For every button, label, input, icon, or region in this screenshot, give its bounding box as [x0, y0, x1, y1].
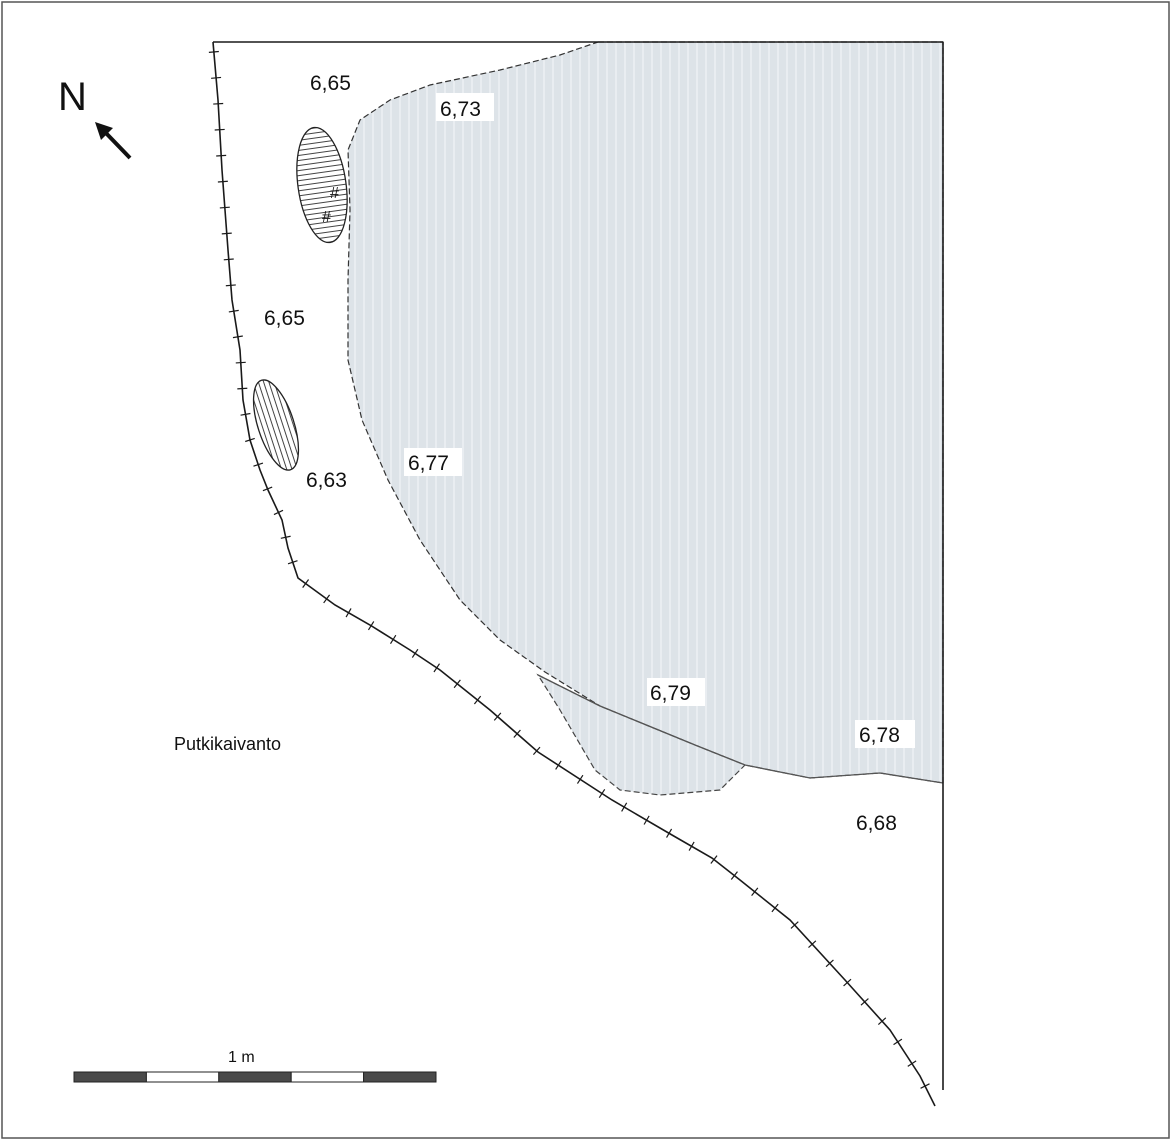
edge-tick [302, 579, 310, 588]
edge-tick [223, 258, 234, 261]
edge-tick [621, 802, 628, 812]
edge-tick [411, 648, 419, 658]
edge-tick [228, 309, 239, 313]
edge-tick [825, 959, 834, 968]
edge-tick [493, 712, 502, 721]
edge-tick [253, 462, 264, 467]
edge-tick [208, 50, 219, 53]
edge-tick [433, 663, 441, 673]
elevation-label: 6,78 [859, 724, 900, 747]
elevation-label: 6,63 [306, 469, 347, 492]
edge-tick [666, 828, 673, 838]
edge-tick [473, 695, 482, 705]
shaded-layer [347, 41, 944, 784]
edge-tick [235, 361, 246, 364]
edge-tick [771, 903, 779, 913]
elevation-label: 6,65 [264, 307, 305, 330]
edge-tick [217, 180, 228, 183]
edge-tick [843, 978, 852, 987]
hatched-feature-vertical [252, 379, 300, 471]
elevation-label: 6,65 [310, 72, 351, 95]
edge-tick [513, 729, 521, 738]
edge-tick [232, 335, 243, 339]
edge-tick [893, 1038, 903, 1046]
edge-tick [345, 608, 352, 618]
elevation-label: 6,73 [440, 98, 481, 121]
edge-tick-marks [208, 50, 930, 1089]
north-label: N [58, 75, 87, 119]
hash-symbol-1: # [330, 185, 339, 202]
elevation-label: 6,79 [650, 682, 691, 705]
edge-tick [710, 855, 718, 864]
hatched-feature-horizontal [296, 126, 348, 244]
edge-tick [598, 788, 606, 799]
edge-tick [688, 841, 695, 851]
edge-tick [216, 154, 227, 157]
elevation-label: 6,77 [408, 452, 449, 475]
edge-tick [751, 887, 759, 897]
area-label: Putkikaivanto [174, 734, 281, 754]
edge-tick [273, 509, 284, 516]
edge-tick [213, 102, 224, 105]
elevation-label: 6,68 [856, 812, 897, 835]
edge-tick [214, 128, 225, 131]
edge-tick [367, 621, 375, 631]
arrow-northwest-icon [95, 122, 132, 160]
edge-tick [643, 815, 650, 825]
edge-tick [287, 560, 298, 565]
edge-tick [262, 486, 273, 492]
edge-tick [221, 232, 232, 235]
scale-bar-segment [290, 1071, 365, 1083]
edge-tick [225, 284, 236, 287]
edge-tick [920, 1083, 930, 1089]
edge-tick [730, 871, 738, 880]
hash-symbol-2: # [322, 209, 331, 226]
scale-bar-label: 1 m [228, 1049, 255, 1066]
scale-bar: 1 m [73, 1049, 437, 1083]
edge-tick [790, 921, 799, 929]
edge-tick [389, 634, 397, 645]
edge-tick [860, 998, 869, 1006]
edge-tick [907, 1060, 917, 1067]
edge-tick [808, 940, 817, 949]
edge-tick [453, 679, 461, 689]
scale-bar-segments [73, 1071, 437, 1083]
edge-tick [211, 76, 222, 79]
edge-tick [219, 206, 230, 209]
scale-bar-segment [218, 1071, 292, 1083]
elevation-labels: 6,65 6,73 6,65 6,63 6,77 6,79 6,78 6,68 [264, 72, 915, 835]
edge-tick [245, 437, 255, 443]
excavation-edge-line [212, 41, 936, 1107]
edge-tick [240, 412, 251, 416]
edge-tick [237, 387, 248, 390]
edge-tick [323, 594, 331, 604]
edge-tick [877, 1017, 887, 1025]
scale-bar-segment [363, 1071, 437, 1083]
scale-bar-segment [73, 1071, 147, 1083]
edge-tick [555, 760, 562, 770]
edge-tick [532, 746, 541, 756]
edge-tick [280, 535, 291, 539]
scale-bar-segment [145, 1071, 220, 1083]
edge-tick [576, 774, 584, 784]
